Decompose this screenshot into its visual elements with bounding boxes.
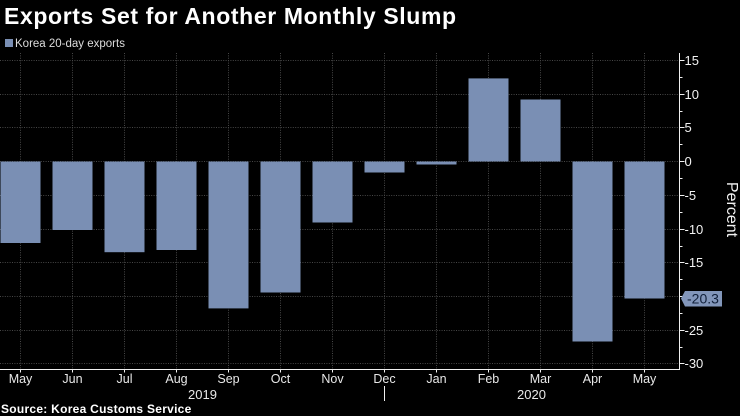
svg-text:5: 5 bbox=[685, 120, 692, 135]
svg-text:Jan: Jan bbox=[426, 372, 446, 386]
svg-text:2019: 2019 bbox=[188, 387, 217, 402]
svg-text:Dec: Dec bbox=[373, 372, 395, 386]
svg-text:Oct: Oct bbox=[271, 372, 291, 386]
svg-text:Percent: Percent bbox=[723, 182, 740, 238]
svg-text:-25: -25 bbox=[685, 323, 704, 338]
svg-text:Mar: Mar bbox=[530, 372, 552, 386]
svg-text:-5: -5 bbox=[685, 188, 697, 203]
svg-text:Jul: Jul bbox=[117, 372, 133, 386]
svg-text:Feb: Feb bbox=[478, 372, 500, 386]
svg-text:2020: 2020 bbox=[517, 387, 546, 402]
svg-text:0: 0 bbox=[685, 154, 692, 169]
svg-text:10: 10 bbox=[685, 87, 699, 102]
svg-text:Jun: Jun bbox=[62, 372, 82, 386]
svg-text:15: 15 bbox=[685, 53, 699, 68]
svg-text:-15: -15 bbox=[685, 255, 704, 270]
svg-text:May: May bbox=[633, 372, 657, 386]
svg-text:Sep: Sep bbox=[217, 372, 239, 386]
svg-text:May: May bbox=[9, 372, 33, 386]
svg-text:-10: -10 bbox=[685, 222, 704, 237]
svg-text:Apr: Apr bbox=[583, 372, 602, 386]
svg-text:-20.3: -20.3 bbox=[687, 291, 719, 307]
svg-text:-30: -30 bbox=[685, 356, 704, 371]
svg-text:Aug: Aug bbox=[165, 372, 187, 386]
svg-text:Nov: Nov bbox=[321, 372, 344, 386]
